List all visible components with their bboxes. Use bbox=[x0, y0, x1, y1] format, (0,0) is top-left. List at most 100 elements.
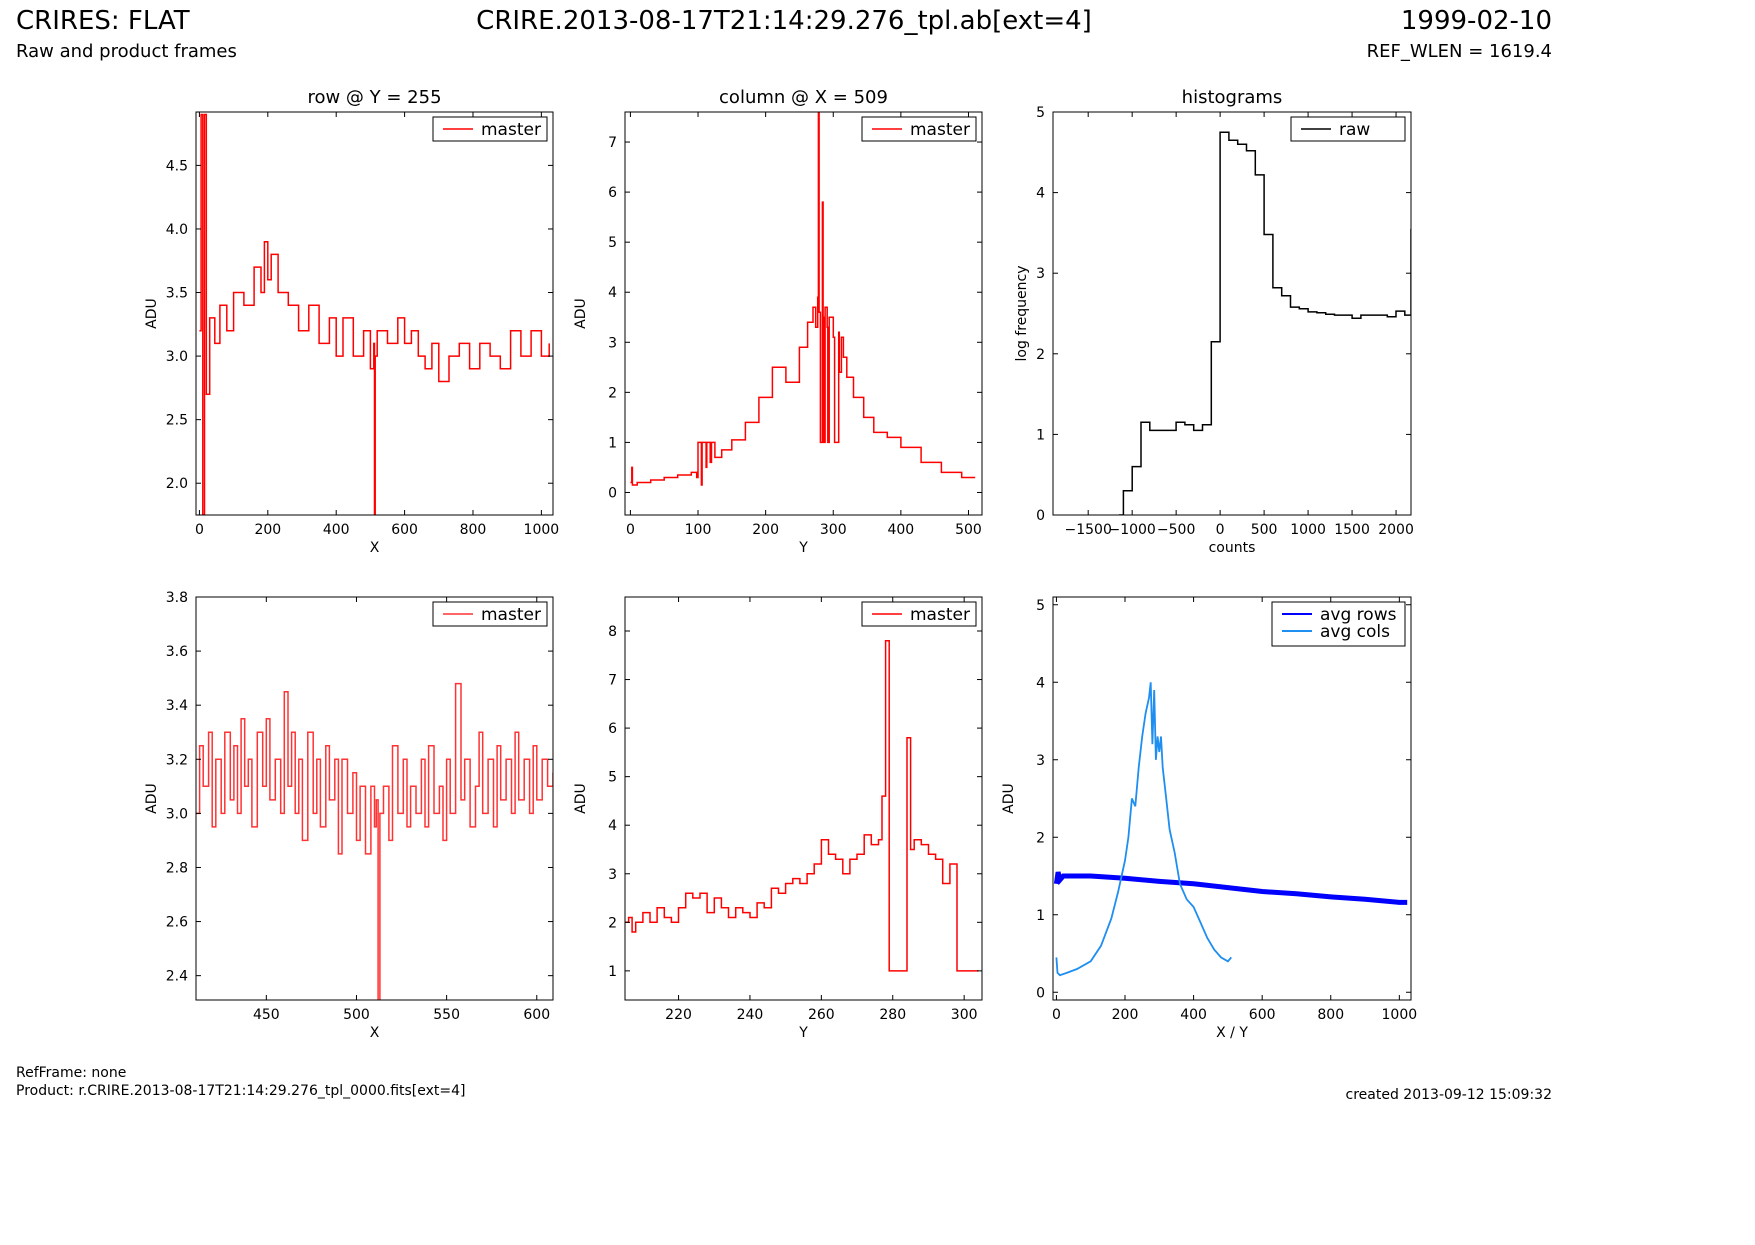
x-tick-label: 1500 bbox=[1334, 522, 1370, 538]
series-line-master bbox=[630, 112, 976, 486]
date-label: 1999-02-10 bbox=[1400, 6, 1552, 36]
y-tick-label: 2 bbox=[608, 915, 617, 931]
y-tick-label: 2.8 bbox=[166, 860, 188, 876]
x-tick-label: −500 bbox=[1157, 522, 1195, 538]
legend: master bbox=[861, 601, 977, 627]
x-tick-label: 0 bbox=[1216, 522, 1225, 538]
y-tick-label: 3.0 bbox=[166, 806, 188, 822]
chart-title: row @ Y = 255 bbox=[307, 87, 441, 108]
chart-panel-3: −1500−1000 −500 0 500 1000 1500 2000 0 1 2 3 4 5 hist… bbox=[1014, 87, 1414, 556]
x-tick-label: 500 bbox=[1251, 522, 1278, 538]
y-tick-label: 3.8 bbox=[166, 590, 188, 606]
created-label: created 2013-09-12 15:09:32 bbox=[1345, 1087, 1552, 1103]
x-tick-label: 600 bbox=[523, 1007, 550, 1023]
y-tick-label: 3.4 bbox=[166, 698, 188, 714]
x-tick-label: 500 bbox=[955, 522, 982, 538]
y-tick-label: 1 bbox=[1036, 427, 1045, 443]
x-tick-label: 300 bbox=[820, 522, 847, 538]
y-tick-label: 5 bbox=[1036, 105, 1045, 121]
y-tick-label: 4 bbox=[1036, 675, 1045, 691]
y-axis-label: ADU bbox=[144, 298, 160, 329]
x-tick-label: 220 bbox=[665, 1007, 692, 1023]
plot-frame bbox=[1052, 111, 1412, 516]
legend-label: raw bbox=[1339, 120, 1370, 140]
y-tick-label: 0 bbox=[608, 485, 617, 501]
x-tick-label: 1000 bbox=[1382, 1007, 1418, 1023]
y-tick-label: 3 bbox=[1036, 266, 1045, 282]
series-line-raw bbox=[1119, 131, 1411, 515]
plot-frame bbox=[1052, 596, 1412, 1001]
y-tick-label: 6 bbox=[608, 721, 617, 737]
y-tick-label: 3.5 bbox=[166, 286, 188, 302]
y-tick-label: 4.0 bbox=[166, 222, 188, 238]
x-tick-label: −1500 bbox=[1065, 522, 1112, 538]
report-title: CRIRES: FLAT bbox=[16, 6, 190, 36]
y-tick-label: 2 bbox=[1036, 830, 1045, 846]
y-tick-label: 6 bbox=[608, 185, 617, 201]
chart-panel-1: 0 200 400 600 800 1000 2.0 2.5 3.0 3.5 4.0 4.5 row @… bbox=[144, 87, 559, 556]
x-axis-label: X bbox=[370, 540, 380, 556]
chart-panel-5: 220 240 260 280 300 1 2 3 4 5 6 7 8 Y ADU master bbox=[573, 596, 983, 1041]
x-tick-label: 2000 bbox=[1378, 522, 1414, 538]
x-axis-label: Y bbox=[798, 1025, 808, 1041]
legend-label: master bbox=[910, 120, 970, 140]
x-tick-label: 400 bbox=[887, 522, 914, 538]
x-tick-label: 550 bbox=[433, 1007, 460, 1023]
series-line-master bbox=[199, 113, 550, 515]
x-tick-label: 450 bbox=[253, 1007, 280, 1023]
series-line-master bbox=[196, 682, 553, 1000]
y-tick-label: 2 bbox=[1036, 347, 1045, 363]
x-tick-label: 280 bbox=[879, 1007, 906, 1023]
legend: master bbox=[432, 601, 548, 627]
y-tick-label: 3.2 bbox=[166, 752, 188, 768]
x-tick-label: 600 bbox=[1249, 1007, 1276, 1023]
y-tick-label: 0 bbox=[1036, 508, 1045, 524]
x-tick-label: 1000 bbox=[524, 522, 560, 538]
x-tick-label: 0 bbox=[195, 522, 204, 538]
ref-wlen-label: REF_WLEN = 1619.4 bbox=[1366, 41, 1552, 62]
y-tick-label: 5 bbox=[608, 235, 617, 251]
y-tick-label: 2.0 bbox=[166, 476, 188, 492]
chart-title: histograms bbox=[1182, 87, 1283, 108]
y-tick-label: 2.6 bbox=[166, 915, 188, 931]
y-axis-label: ADU bbox=[573, 783, 589, 814]
y-axis-label: ADU bbox=[1001, 783, 1017, 814]
x-axis-label: X / Y bbox=[1216, 1025, 1248, 1041]
y-tick-label: 4 bbox=[1036, 186, 1045, 202]
series-line-avg-cols bbox=[1055, 682, 1232, 977]
x-tick-label: 0 bbox=[626, 522, 635, 538]
x-tick-label: 240 bbox=[737, 1007, 764, 1023]
series-line-avg-rows bbox=[1053, 871, 1408, 905]
legend: raw bbox=[1290, 116, 1406, 142]
x-tick-label: 400 bbox=[1180, 1007, 1207, 1023]
plot-frame bbox=[195, 111, 554, 516]
chart-panel-4: 450 500 550 600 2.4 2.6 2.8 3.0 3.2 3.4 3.6 3.8 X ADU… bbox=[144, 590, 554, 1041]
y-tick-label: 7 bbox=[608, 135, 617, 151]
report-subtitle: Raw and product frames bbox=[16, 41, 237, 62]
series-line-master bbox=[625, 639, 979, 972]
legend-label: avg rows bbox=[1320, 605, 1397, 625]
plot-frame bbox=[195, 596, 554, 1001]
x-axis-label: counts bbox=[1209, 540, 1256, 556]
y-tick-label: 1 bbox=[608, 435, 617, 451]
legend-label: master bbox=[481, 120, 541, 140]
y-tick-label: 3.0 bbox=[166, 349, 188, 365]
x-tick-label: 100 bbox=[685, 522, 712, 538]
y-tick-label: 5 bbox=[1036, 598, 1045, 614]
chart-panel-2: 0 100 200 300 400 500 0 1 2 3 4 5 6 7 column @ X = 509… bbox=[573, 87, 983, 556]
y-tick-label: 4 bbox=[608, 818, 617, 834]
plot-frame bbox=[624, 111, 983, 516]
chart-panel-6: 0 200 400 600 800 1000 0 1 2 3 4 5 X / Y ADU avg rowsa… bbox=[1001, 596, 1418, 1041]
y-tick-label: 4 bbox=[608, 285, 617, 301]
file-name-title: CRIRE.2013-08-17T21:14:29.276_tpl.ab[ext… bbox=[476, 6, 1092, 36]
x-tick-label: 300 bbox=[951, 1007, 978, 1023]
y-tick-label: 3 bbox=[1036, 753, 1045, 769]
y-tick-label: 3 bbox=[608, 335, 617, 351]
y-tick-label: 2.5 bbox=[166, 413, 188, 429]
x-tick-label: 500 bbox=[343, 1007, 370, 1023]
y-tick-label: 0 bbox=[1036, 985, 1045, 1001]
y-tick-label: 7 bbox=[608, 673, 617, 689]
x-tick-label: 800 bbox=[460, 522, 487, 538]
x-axis-label: X bbox=[370, 1025, 380, 1041]
